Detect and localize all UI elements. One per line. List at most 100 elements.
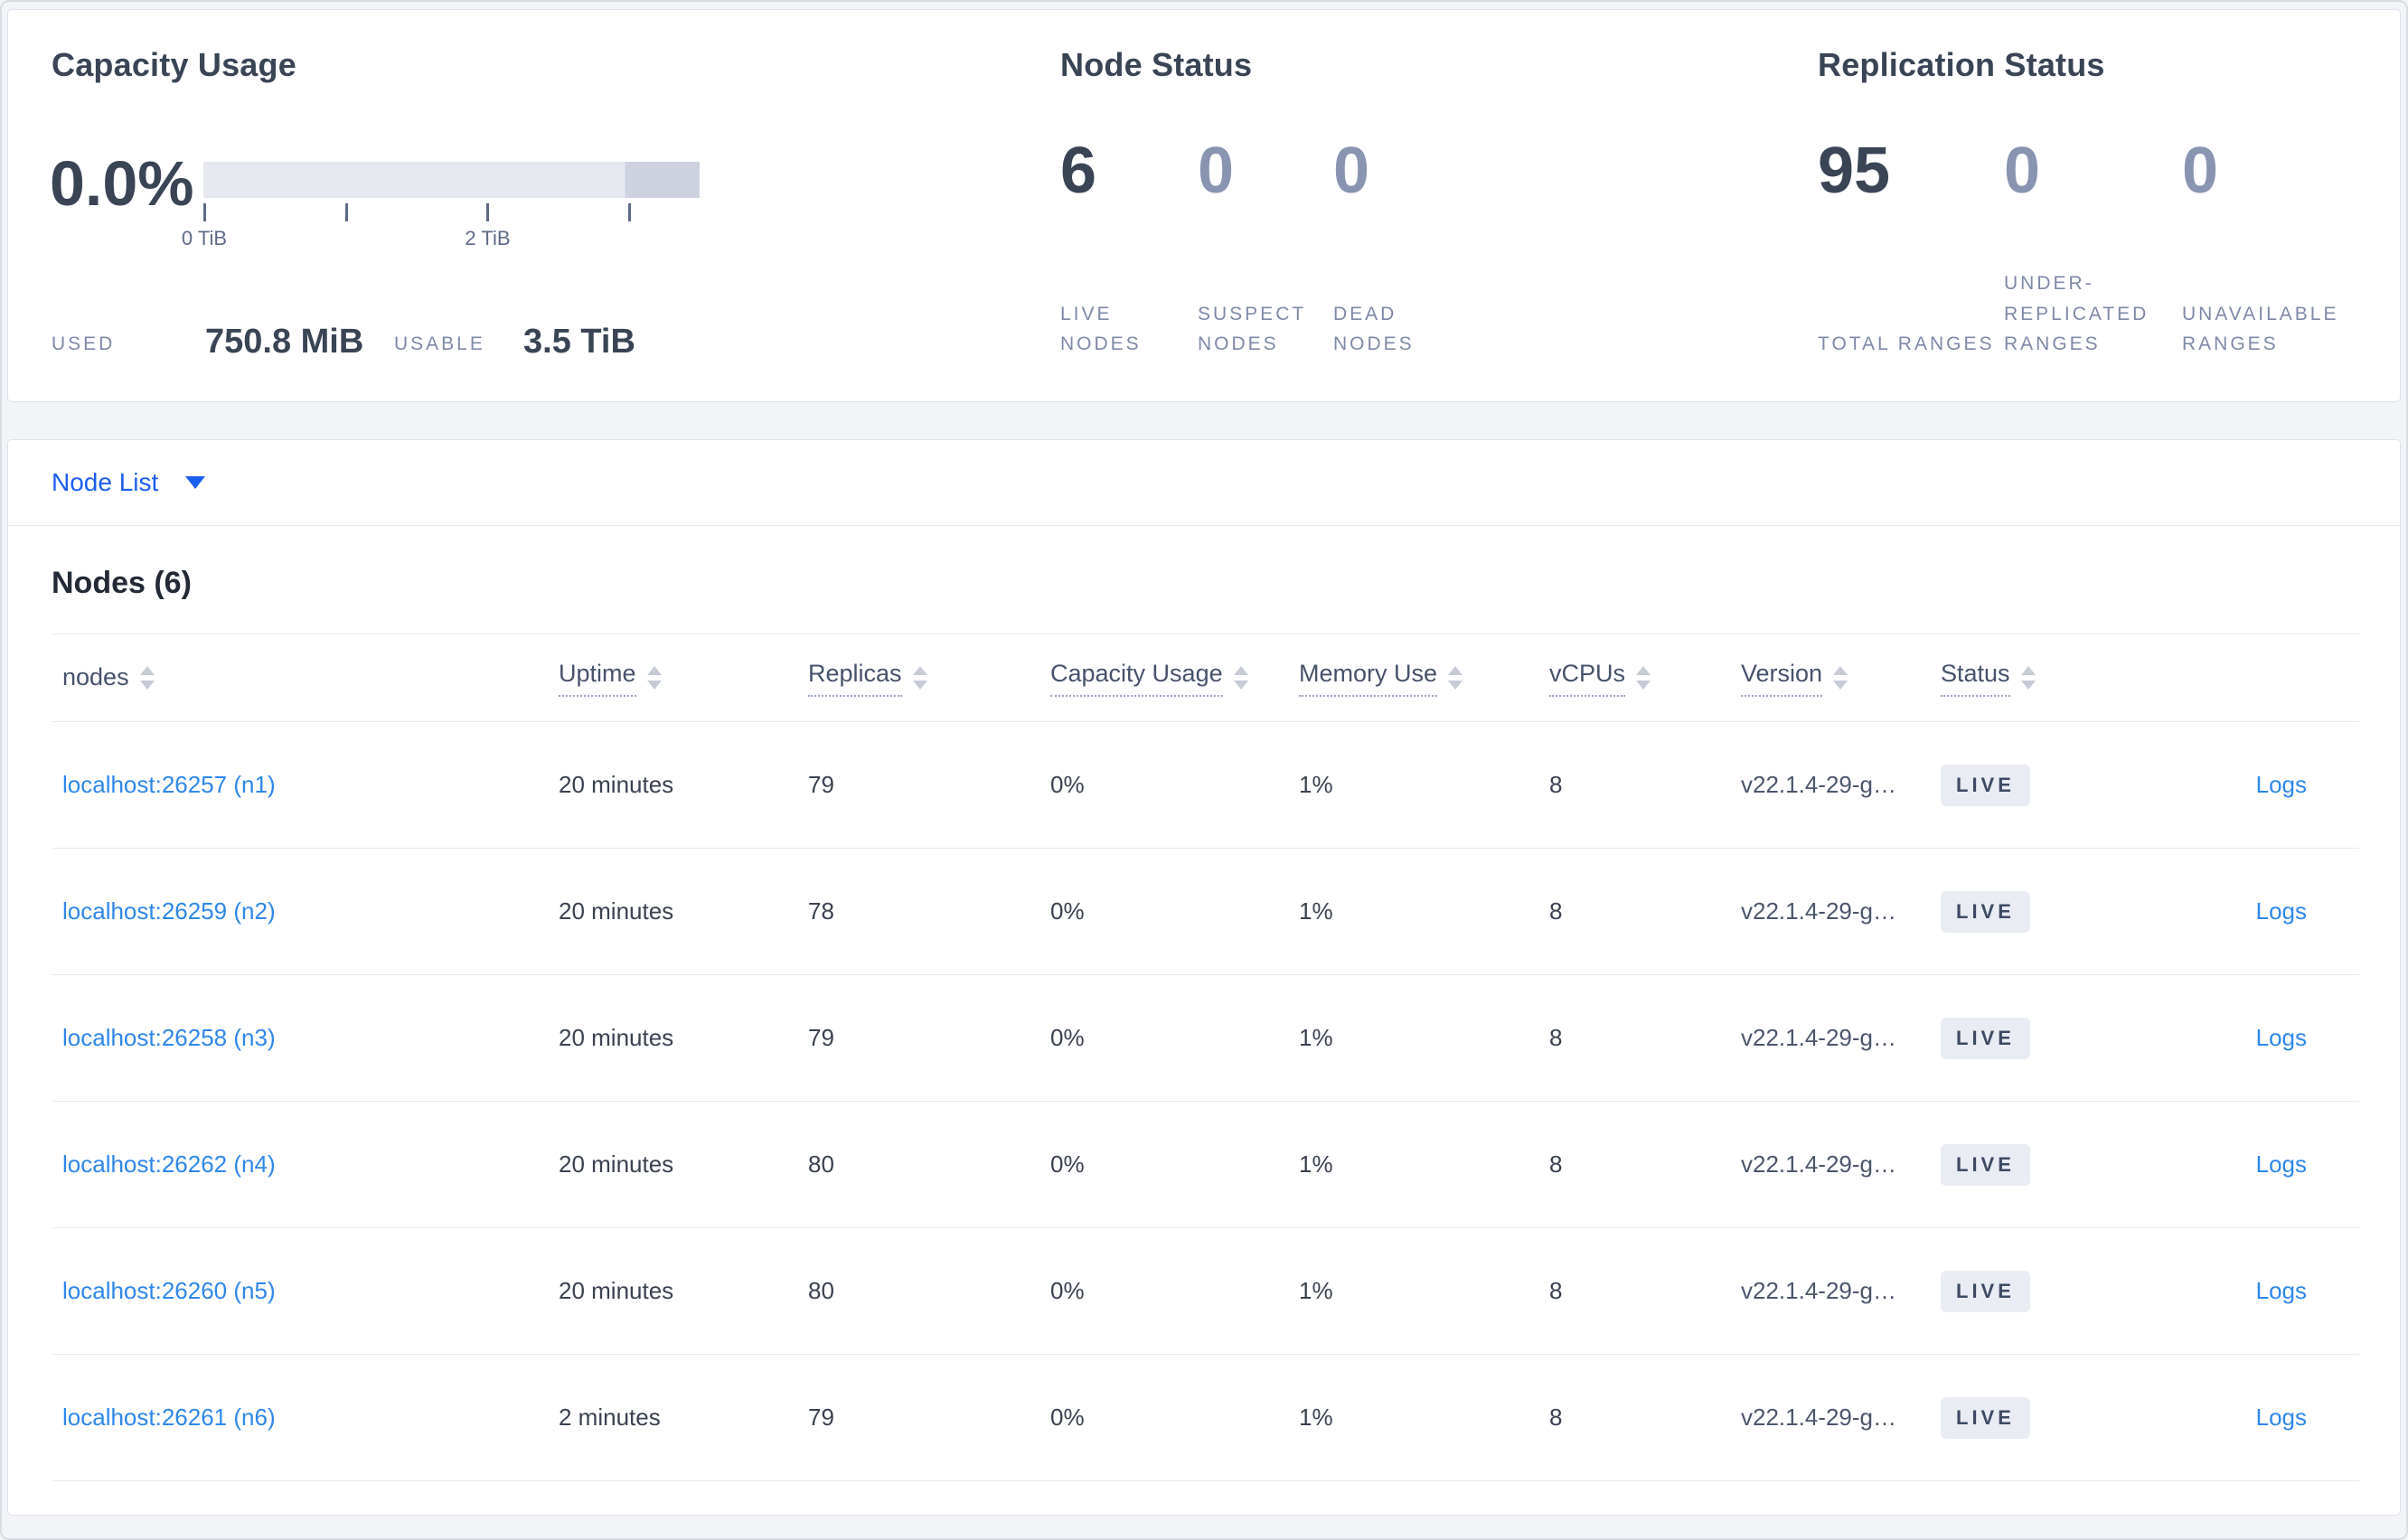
replication-status-title: Replication Status bbox=[1818, 46, 2105, 83]
node-list-dropdown[interactable]: Node List bbox=[52, 468, 206, 497]
node-status-metric-1: 0 SUSPECT NODES bbox=[1198, 138, 1333, 360]
table-row: localhost:26260 (n5) 20 minutes 80 0% 1% 8 v22… bbox=[52, 1228, 2359, 1355]
node-status-metrics: 6 LIVE NODES 0 SUSPECT NODES 0 DEAD NODES bbox=[1060, 138, 1469, 360]
node-status-metric-value: 0 bbox=[1333, 135, 1370, 207]
logs-link[interactable]: Logs bbox=[2255, 771, 2307, 798]
sort-down-arrow-icon bbox=[2020, 681, 2036, 690]
memory-use-cell: 1% bbox=[1299, 897, 1333, 925]
sort-icon[interactable] bbox=[1636, 666, 1651, 690]
used-value: 750.8 MiB bbox=[205, 323, 364, 361]
node-status-metric-value: 0 bbox=[1198, 135, 1235, 207]
vcpus-cell: 8 bbox=[1549, 1404, 1563, 1431]
replicas-cell: 78 bbox=[808, 897, 834, 925]
sort-icon[interactable] bbox=[1233, 666, 1248, 690]
column-header-label: Memory Use bbox=[1299, 660, 1438, 697]
status-badge: LIVE bbox=[1941, 1396, 2030, 1439]
nodes-table: nodes Uptime Replicas Capacity Usage Memory … bbox=[52, 634, 2359, 1481]
sort-icon[interactable] bbox=[912, 666, 927, 690]
column-header-Replicas[interactable]: Replicas bbox=[798, 660, 1040, 697]
version-cell: v22.1.4-29-g… bbox=[1741, 1404, 1896, 1431]
capacity-bar-tick bbox=[345, 203, 348, 221]
column-header-Memory Use[interactable]: Memory Use bbox=[1289, 660, 1539, 697]
sort-down-arrow-icon bbox=[912, 681, 927, 690]
replicas-cell: 79 bbox=[808, 1404, 834, 1431]
replication-metric-label: TOTAL RANGES bbox=[1818, 333, 1995, 355]
node-status-metric-value: 6 bbox=[1060, 135, 1097, 207]
node-status-metric-label: DEAD NODES bbox=[1333, 303, 1415, 355]
capacity-usage-cell: 0% bbox=[1050, 771, 1085, 798]
sort-down-arrow-icon bbox=[646, 681, 662, 690]
node-address-link[interactable]: localhost:26260 (n5) bbox=[62, 1277, 276, 1304]
column-header-vCPUs[interactable]: vCPUs bbox=[1539, 660, 1731, 697]
caret-down-icon bbox=[185, 476, 206, 489]
uptime-cell: 20 minutes bbox=[559, 897, 674, 925]
column-header-Version[interactable]: Version bbox=[1731, 660, 1931, 697]
vcpus-cell: 8 bbox=[1549, 1150, 1563, 1178]
sort-icon[interactable] bbox=[646, 666, 662, 690]
column-header-label: nodes bbox=[62, 662, 129, 690]
replication-metric-value: 0 bbox=[2182, 135, 2219, 207]
logs-link[interactable]: Logs bbox=[2255, 1277, 2307, 1304]
column-header-label: Status bbox=[1941, 660, 2010, 697]
status-badge: LIVE bbox=[1941, 1143, 2030, 1186]
replication-metric-value: 95 bbox=[1818, 135, 1891, 207]
sort-icon[interactable] bbox=[2020, 666, 2036, 690]
column-header-Uptime[interactable]: Uptime bbox=[549, 660, 798, 697]
node-address-link[interactable]: localhost:26261 (n6) bbox=[62, 1404, 276, 1431]
memory-use-cell: 1% bbox=[1299, 771, 1333, 798]
sort-down-arrow-icon bbox=[139, 681, 155, 690]
sort-down-arrow-icon bbox=[1448, 681, 1463, 690]
uptime-cell: 20 minutes bbox=[559, 1024, 674, 1051]
nodes-count-heading: Nodes (6) bbox=[52, 566, 192, 600]
table-row: localhost:26262 (n4) 20 minutes 80 0% 1% 8 v22… bbox=[52, 1102, 2359, 1228]
vcpus-cell: 8 bbox=[1549, 1277, 1563, 1304]
capacity-bar-tick bbox=[628, 203, 632, 221]
column-header-Status[interactable]: Status bbox=[1931, 660, 2115, 697]
replicas-cell: 79 bbox=[808, 771, 834, 798]
usable-label: USABLE bbox=[394, 333, 485, 354]
used-label: USED bbox=[52, 333, 116, 354]
capacity-bar-tick-label: 2 TiB bbox=[465, 227, 511, 249]
version-cell: v22.1.4-29-g… bbox=[1741, 771, 1896, 798]
logs-link[interactable]: Logs bbox=[2255, 1404, 2307, 1431]
table-row: localhost:26257 (n1) 20 minutes 79 0% 1% 8 v22… bbox=[52, 722, 2359, 849]
replicas-cell: 80 bbox=[808, 1277, 834, 1304]
replication-metric-2: 0 UNAVAILABLE RANGES bbox=[2182, 138, 2403, 360]
replication-metric-value: 0 bbox=[2004, 135, 2041, 207]
column-header-nodes[interactable]: nodes bbox=[52, 663, 549, 693]
sort-down-arrow-icon bbox=[1833, 681, 1848, 690]
capacity-usage-cell: 0% bbox=[1050, 1024, 1085, 1051]
sort-icon[interactable] bbox=[139, 666, 155, 690]
uptime-cell: 2 minutes bbox=[559, 1404, 661, 1431]
node-list-panel: Node List Nodes (6) nodes Uptime Replicas C… bbox=[7, 439, 2401, 1516]
capacity-usage-cell: 0% bbox=[1050, 897, 1085, 925]
status-cell: LIVE bbox=[1931, 890, 2115, 933]
usable-value: 3.5 TiB bbox=[523, 323, 635, 361]
status-badge: LIVE bbox=[1941, 1270, 2030, 1312]
logs-cell: Logs bbox=[2115, 897, 2359, 925]
version-cell: v22.1.4-29-g… bbox=[1741, 897, 1896, 925]
replication-metric-label: UNAVAILABLE RANGES bbox=[2182, 303, 2339, 355]
nodes-table-header: nodes Uptime Replicas Capacity Usage Memory … bbox=[52, 634, 2359, 722]
node-address-link[interactable]: localhost:26259 (n2) bbox=[62, 897, 276, 925]
node-address-link[interactable]: localhost:26258 (n3) bbox=[62, 1024, 276, 1051]
capacity-usage-bar: 0 TiB 2 TiB bbox=[182, 162, 700, 252]
nodes-table-body: localhost:26257 (n1) 20 minutes 79 0% 1% 8 v22… bbox=[52, 722, 2359, 1481]
status-badge: LIVE bbox=[1941, 890, 2030, 933]
node-address-link[interactable]: localhost:26257 (n1) bbox=[62, 771, 276, 798]
logs-link[interactable]: Logs bbox=[2255, 1024, 2307, 1051]
column-header-Capacity Usage[interactable]: Capacity Usage bbox=[1040, 660, 1289, 697]
sort-icon[interactable] bbox=[1448, 666, 1463, 690]
column-header-label: Replicas bbox=[808, 660, 902, 697]
sort-icon[interactable] bbox=[1833, 666, 1848, 690]
node-address-link[interactable]: localhost:26262 (n4) bbox=[62, 1150, 276, 1178]
logs-link[interactable]: Logs bbox=[2255, 1150, 2307, 1178]
capacity-bar-tick bbox=[203, 203, 206, 221]
sort-up-arrow-icon bbox=[1448, 666, 1463, 675]
logs-link[interactable]: Logs bbox=[2255, 897, 2307, 925]
table-row: localhost:26258 (n3) 20 minutes 79 0% 1% 8 v22… bbox=[52, 975, 2359, 1102]
node-status-metric-0: 6 LIVE NODES bbox=[1060, 138, 1198, 360]
logs-cell: Logs bbox=[2115, 1150, 2359, 1178]
uptime-cell: 20 minutes bbox=[559, 1277, 674, 1304]
capacity-bar-track bbox=[203, 162, 700, 198]
